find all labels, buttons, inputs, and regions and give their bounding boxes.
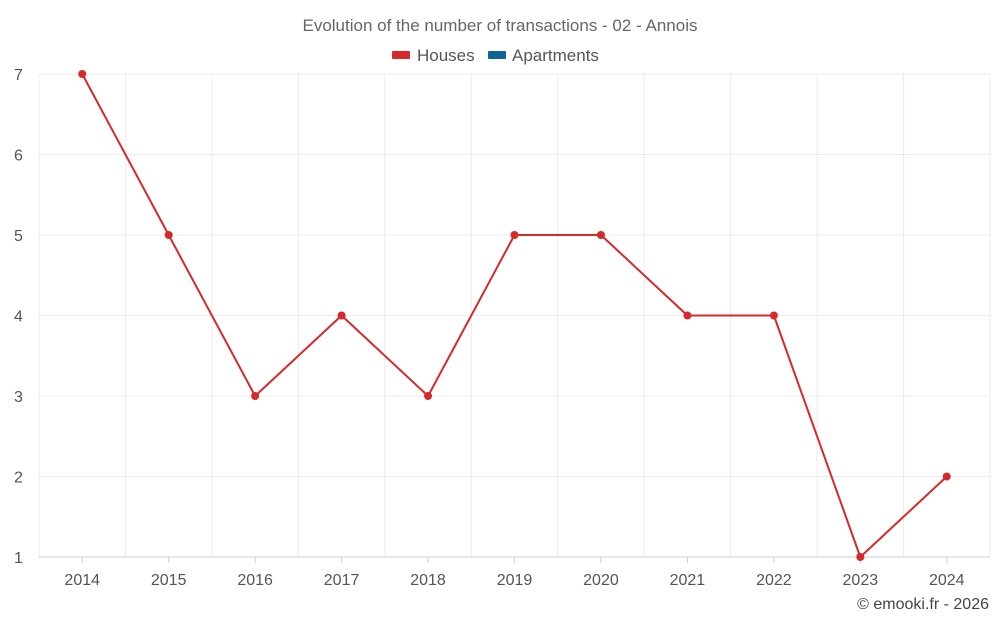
data-point[interactable]	[78, 70, 87, 78]
series-houses	[78, 70, 951, 561]
y-tick-label: 4	[14, 309, 23, 326]
x-axis-ticks: 2014 2015 2016 2017 2018 2019 2020 2021 2022 2023…	[64, 557, 965, 589]
x-tick-label: 2023	[843, 572, 879, 589]
legend-label-apartments[interactable]: Apartments	[512, 46, 599, 65]
data-point[interactable]	[942, 472, 951, 481]
data-point[interactable]	[769, 311, 778, 320]
y-tick-label: 6	[14, 148, 23, 165]
x-tick-label: 2014	[64, 572, 100, 589]
x-tick-label: 2020	[583, 572, 619, 589]
x-tick-label: 2016	[237, 572, 273, 589]
x-tick-label: 2015	[151, 572, 187, 589]
data-point[interactable]	[164, 231, 173, 239]
legend-swatch-houses[interactable]	[392, 51, 410, 59]
data-point[interactable]	[251, 392, 260, 400]
y-tick-label: 7	[14, 67, 23, 84]
data-point[interactable]	[596, 231, 605, 239]
chart-title: Evolution of the number of transactions …	[302, 16, 697, 35]
credit-text: © emooki.fr - 2026	[857, 596, 989, 613]
x-tick-label: 2017	[324, 572, 360, 589]
y-axis-ticks: 1 2 3 4 5 6 7	[14, 67, 23, 567]
data-point[interactable]	[856, 553, 865, 561]
data-point[interactable]	[337, 311, 346, 320]
legend-label-houses[interactable]: Houses	[417, 46, 475, 65]
y-tick-label: 5	[14, 228, 23, 245]
y-tick-label: 2	[14, 470, 23, 487]
x-tick-label: 2024	[929, 572, 965, 589]
x-tick-label: 2022	[756, 572, 792, 589]
data-point[interactable]	[424, 392, 433, 400]
data-point[interactable]	[510, 231, 519, 239]
y-tick-label: 1	[14, 550, 23, 567]
x-tick-label: 2021	[670, 572, 706, 589]
gridlines	[38, 73, 991, 558]
legend: Houses Apartments	[392, 46, 599, 65]
x-tick-label: 2019	[497, 572, 533, 589]
x-tick-label: 2018	[410, 572, 446, 589]
legend-swatch-apartments[interactable]	[488, 51, 506, 59]
y-tick-label: 3	[14, 389, 23, 406]
data-point[interactable]	[683, 311, 692, 320]
